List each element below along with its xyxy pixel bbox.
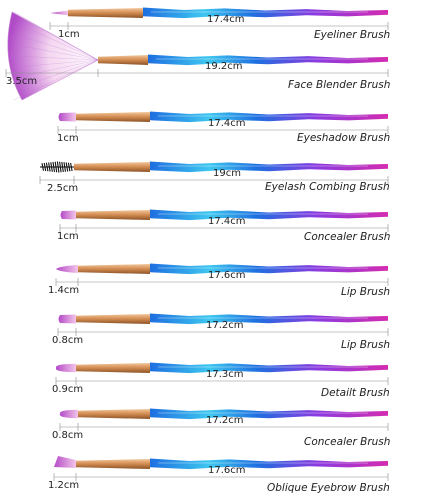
spoolie-bristle <box>61 161 64 173</box>
brush-tip <box>58 314 76 324</box>
fan-bristle <box>15 59 99 68</box>
brush-handle <box>150 111 388 123</box>
tip-size-label: 0.8cm <box>52 430 84 441</box>
brush-handle <box>150 458 388 470</box>
length-label: 19.2cm <box>205 61 243 72</box>
brush-name-label: Eyelash Combing Brush <box>265 181 390 193</box>
brush-tip <box>54 456 76 468</box>
brush-handle <box>150 263 388 275</box>
brush-ferrule <box>68 8 143 18</box>
brush-name-label: Lip Brush <box>341 286 391 298</box>
brush-name-label: Eyeliner Brush <box>314 29 391 41</box>
tip-size-label: 1cm <box>57 133 79 144</box>
fan-bristle <box>15 59 99 90</box>
brush-handle <box>150 362 388 374</box>
tip-size-label: 1.4cm <box>48 285 80 296</box>
brush-handle <box>150 209 388 221</box>
fan-bristle <box>13 33 99 61</box>
brush-name-label: Lip Brush <box>341 339 391 351</box>
brush-name-label: Eyeshadow Brush <box>297 132 391 144</box>
brush-ferrule <box>78 264 150 274</box>
brush-name-label: Concealer Brush <box>304 436 391 448</box>
fan-bristle <box>13 11 99 61</box>
brush-tip <box>55 363 76 373</box>
length-label: 17.2cm <box>206 415 244 426</box>
spoolie-bristle <box>63 162 67 172</box>
spoolie-bristle <box>52 161 56 173</box>
length-label: 17.4cm <box>207 14 245 25</box>
length-label: 17.4cm <box>208 118 246 129</box>
tip-size-label: 0.8cm <box>52 335 84 346</box>
length-label: 17.2cm <box>206 320 244 331</box>
brush-name-label: Face Blender Brush <box>288 79 391 91</box>
brush-name-label: Oblique Eyebrow Brush <box>267 482 390 494</box>
tip-size-label: 3.5cm <box>6 76 38 87</box>
fan-bristle <box>13 55 99 61</box>
brush-ferrule <box>74 162 150 172</box>
brush-handle <box>143 7 388 19</box>
fan-bristle <box>15 44 99 61</box>
brush-handle <box>150 408 388 420</box>
spoolie-bristle <box>43 162 47 172</box>
tip-size-label: 1cm <box>57 231 79 242</box>
spoolie-bristle <box>65 162 69 172</box>
length-label: 17.6cm <box>208 270 246 281</box>
length-label: 17.6cm <box>208 465 246 476</box>
brush-handle <box>150 313 388 325</box>
brush-tip <box>60 210 76 220</box>
brush-ferrule <box>98 55 148 65</box>
brush-tip <box>58 112 76 122</box>
brush-ferrule <box>78 409 150 419</box>
brush-ferrule <box>76 459 150 469</box>
spoolie-bristle <box>70 162 73 172</box>
fan-brush-tip <box>7 11 99 101</box>
spoolie-bristle <box>56 161 60 173</box>
brush-ferrule <box>76 210 150 220</box>
tip-size-label: 1.2cm <box>48 480 80 491</box>
length-label: 17.3cm <box>206 369 244 380</box>
spoolie-bristle <box>41 163 45 171</box>
spoolie-bristle <box>59 161 62 173</box>
fan-bristle <box>15 22 99 61</box>
tip-size-label: 1cm <box>58 29 80 40</box>
brush-handle <box>150 161 388 173</box>
spoolie-bristle <box>45 162 49 172</box>
length-label: 17.4cm <box>208 216 246 227</box>
tip-size-label: 2.5cm <box>47 183 79 194</box>
brush-tip <box>50 10 68 16</box>
tip-size-label: 0.9cm <box>52 384 84 395</box>
spoolie-bristle <box>54 161 58 173</box>
brush-name-label: Concealer Brush <box>304 231 391 243</box>
spoolie-bristle <box>50 162 53 172</box>
fan-bristle <box>13 59 99 79</box>
brush-tip <box>59 409 78 419</box>
brush-tip <box>56 265 78 273</box>
fan-bristle <box>13 59 99 101</box>
brush-name-label: Detailt Brush <box>321 387 390 399</box>
brush-ferrule <box>76 112 150 122</box>
spoolie-bristle <box>48 162 51 172</box>
spoolie-bristle <box>67 162 71 172</box>
length-label: 19cm <box>213 168 241 179</box>
brush-ferrule <box>76 363 150 373</box>
brush-ferrule <box>76 314 150 324</box>
brush-handle <box>148 54 388 66</box>
